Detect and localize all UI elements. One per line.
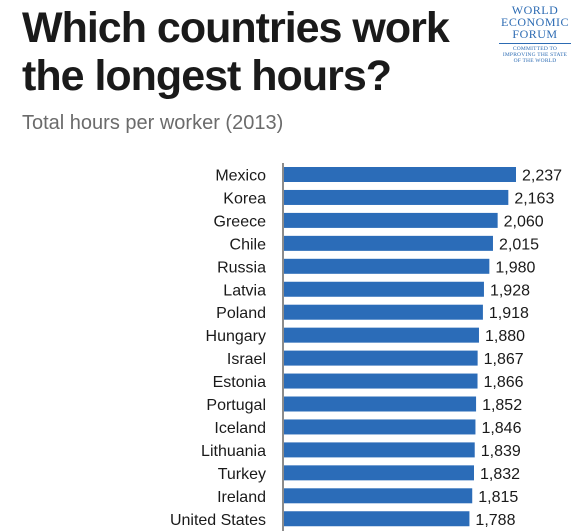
bar-portugal <box>284 396 477 412</box>
bar-korea <box>284 189 509 205</box>
category-label: Turkey <box>218 466 266 483</box>
value-label: 2,163 <box>514 190 554 207</box>
value-label: 1,866 <box>484 374 524 391</box>
bar-russia <box>284 258 490 274</box>
category-label: Lithuania <box>201 443 266 460</box>
category-label: Greece <box>214 213 267 230</box>
wef-logo: WORLD ECONOMIC FORUM COMMITTED TO IMPROV… <box>492 4 578 64</box>
value-label: 1,788 <box>475 512 515 529</box>
value-label: 1,832 <box>480 466 520 483</box>
bar-united-states <box>284 511 470 527</box>
bar-mexico <box>284 167 516 182</box>
value-label: 2,237 <box>522 168 562 185</box>
category-label: Iceland <box>214 420 266 437</box>
category-label: Latvia <box>223 282 266 299</box>
value-label: 1,839 <box>481 443 521 460</box>
value-label: 1,918 <box>489 305 529 322</box>
value-label: 1,815 <box>478 489 518 506</box>
bar-iceland <box>284 419 476 435</box>
logo-name: WORLD ECONOMIC FORUM <box>500 3 569 41</box>
bar-israel <box>284 350 478 366</box>
category-label: United States <box>170 512 266 529</box>
category-label: Korea <box>223 190 266 207</box>
category-label: Ireland <box>217 489 266 506</box>
category-label: Hungary <box>206 328 266 345</box>
chart-subtitle: Total hours per worker (2013) <box>22 112 284 134</box>
value-label: 1,928 <box>490 282 530 299</box>
value-label: 1,852 <box>482 397 522 414</box>
logo-tagline: COMMITTED TO IMPROVING THE STATE OF THE … <box>502 46 568 64</box>
bar-estonia <box>284 373 478 389</box>
category-label: Portugal <box>206 397 266 414</box>
value-label: 2,015 <box>499 236 539 253</box>
value-label: 1,867 <box>484 351 524 368</box>
bar-chile <box>284 235 493 251</box>
bar-lithuania <box>284 442 475 458</box>
bar-poland <box>284 304 483 320</box>
chart-title: Which countries work the longest hours? <box>22 4 450 100</box>
bar-chart: Mexico 2,237 Korea 2,163 Greece 2,060 Chile 2,0… <box>170 163 562 531</box>
value-label: 2,060 <box>504 213 544 230</box>
bar-turkey <box>284 465 474 481</box>
bar-latvia <box>284 281 484 297</box>
bar-ireland <box>284 488 473 504</box>
category-label: Mexico <box>215 168 266 185</box>
bar-hungary <box>284 327 479 343</box>
value-label: 1,880 <box>485 328 525 345</box>
category-label: Israel <box>227 351 266 368</box>
bar-greece <box>284 212 498 228</box>
category-label: Estonia <box>213 374 266 391</box>
category-label: Poland <box>216 305 266 322</box>
value-label: 1,846 <box>481 420 521 437</box>
value-label: 1,980 <box>495 259 535 276</box>
category-label: Russia <box>217 259 266 276</box>
logo-divider <box>499 43 571 44</box>
category-label: Chile <box>230 236 267 253</box>
